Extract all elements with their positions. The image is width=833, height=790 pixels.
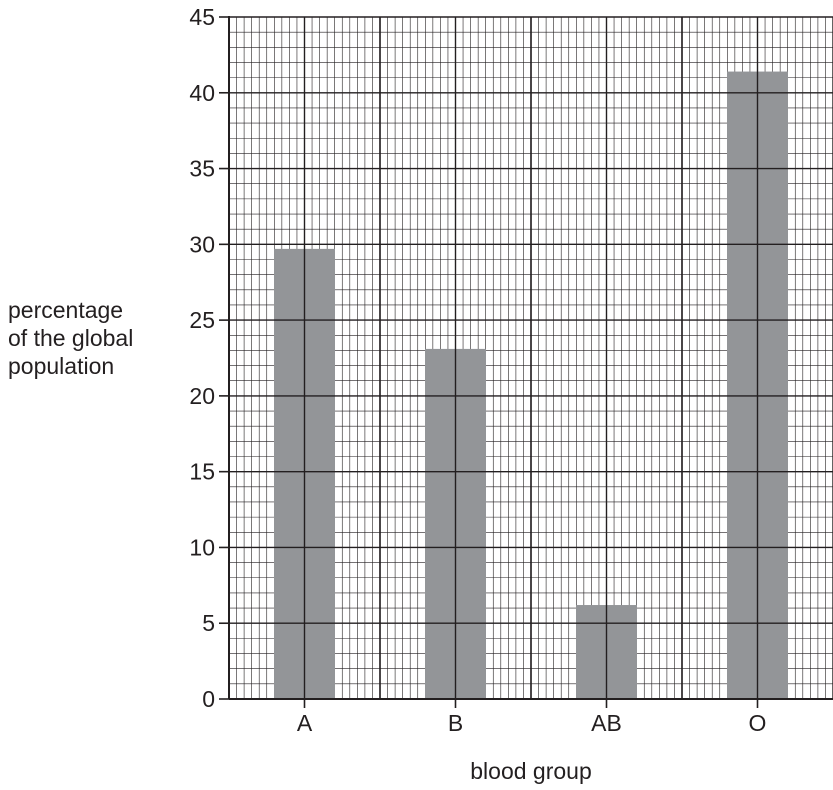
y-tick-label: 25 xyxy=(189,307,215,333)
x-tick-label-ab: AB xyxy=(591,710,622,736)
x-tick-label-o: O xyxy=(749,710,767,736)
x-tick-label-b: B xyxy=(448,710,463,736)
x-axis-title: blood group xyxy=(470,758,592,784)
y-tick-label: 15 xyxy=(189,459,215,485)
y-tick-label: 20 xyxy=(189,383,215,409)
y-tick-label: 10 xyxy=(189,534,215,560)
y-tick-label: 35 xyxy=(189,156,215,182)
y-tick-label: 0 xyxy=(202,686,215,712)
y-tick-label: 5 xyxy=(202,610,215,636)
x-tick-label-a: A xyxy=(297,710,313,736)
y-tick-label: 45 xyxy=(189,4,215,30)
y-tick-labels: 0 5 10 15 20 25 30 35 40 45 xyxy=(189,4,215,712)
y-tick-label: 30 xyxy=(189,231,215,257)
y-axis-title-line-1: percentage xyxy=(8,297,124,323)
grid-major xyxy=(229,16,833,699)
y-tick-label: 40 xyxy=(189,80,215,106)
y-axis-title: percentage of the global population xyxy=(8,296,178,380)
y-axis-title-line-2: of the global xyxy=(8,325,134,351)
x-tick-labels: A B AB O xyxy=(297,710,767,736)
y-axis-title-line-3: population xyxy=(8,353,115,379)
axes xyxy=(219,16,833,708)
